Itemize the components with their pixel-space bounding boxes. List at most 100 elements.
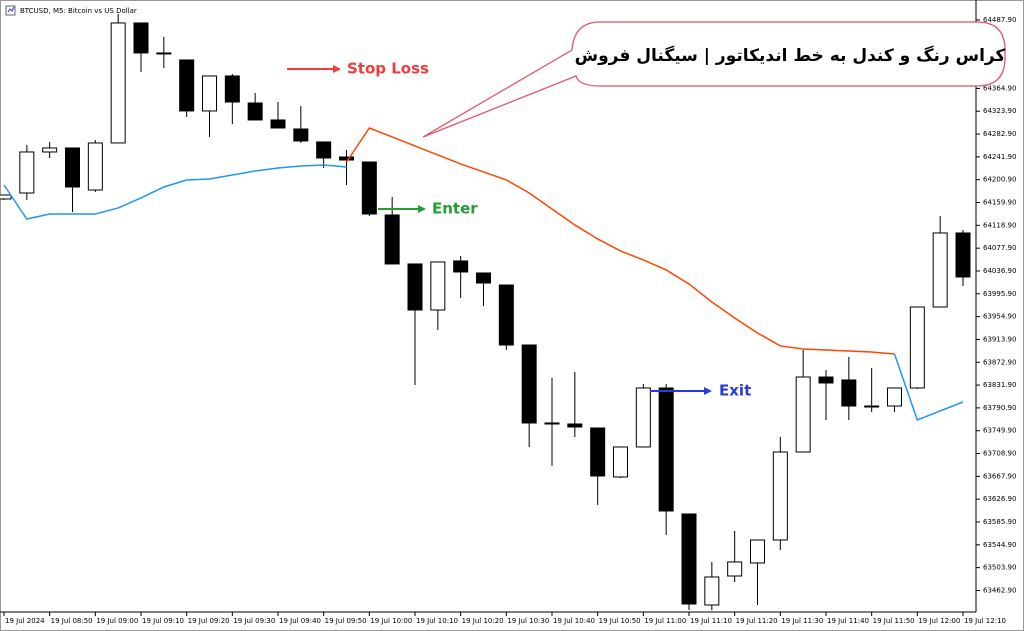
candle-body	[658, 387, 674, 512]
annotation-arrowhead	[333, 65, 341, 73]
y-tick-label: 63790.90	[983, 404, 1016, 412]
x-tick-label: 19 Jul 11:30	[781, 617, 823, 625]
x-tick-label: 19 Jul 10:30	[507, 617, 549, 625]
candle-body	[635, 387, 651, 448]
annotation-arrowhead	[418, 205, 426, 213]
x-tick-label: 19 Jul 10:00	[370, 617, 412, 625]
annotation-label: Exit	[719, 382, 751, 400]
y-tick-label: 64323.90	[983, 107, 1016, 115]
candle-body	[361, 161, 377, 215]
y-tick-label: 63462.90	[983, 586, 1016, 594]
y-tick-label: 64241.90	[983, 153, 1016, 161]
candle-body	[179, 59, 195, 112]
candle-body	[841, 379, 857, 407]
x-tick-label: 19 Jul 09:30	[233, 617, 275, 625]
y-tick-label: 64118.90	[983, 221, 1016, 229]
candle-body	[65, 147, 80, 188]
candle-body	[818, 376, 834, 384]
candle-body	[590, 427, 606, 477]
x-tick-label: 19 Jul 2024	[5, 617, 45, 625]
candle-body	[270, 119, 286, 129]
indicator-line	[345, 127, 895, 355]
x-tick-label: 19 Jul 10:20	[462, 617, 504, 625]
candle-body	[19, 151, 35, 194]
x-tick-label: 19 Jul 09:20	[188, 617, 230, 625]
y-tick-label: 64077.90	[983, 244, 1016, 252]
y-tick-label: 64487.90	[983, 16, 1016, 24]
candle-body	[430, 261, 446, 311]
y-tick-label: 64282.90	[983, 130, 1016, 138]
candle-body	[316, 141, 332, 159]
candle-body	[407, 263, 423, 311]
x-tick-label: 19 Jul 11:00	[644, 617, 686, 625]
x-tick-label: 19 Jul 08:50	[51, 617, 93, 625]
candle-body	[544, 422, 560, 425]
x-tick-label: 19 Jul 10:10	[416, 617, 458, 625]
candle-body	[156, 52, 172, 55]
y-tick-label: 64364.90	[983, 84, 1016, 92]
y-tick-label: 63626.90	[983, 495, 1016, 503]
y-tick-label: 63503.90	[983, 564, 1016, 572]
x-tick-label: 19 Jul 09:10	[142, 617, 184, 625]
header-icon	[5, 5, 16, 16]
plot: 64487.90 64364.90 64323.90 64282.90 64241.90…	[0, 14, 1016, 625]
candle-body	[727, 561, 743, 577]
candle-body	[453, 260, 469, 273]
x-tick-label: 19 Jul 10:40	[553, 617, 595, 625]
y-tick-label: 63872.90	[983, 358, 1016, 366]
x-tick-label: 19 Jul 12:10	[964, 617, 1006, 625]
candle-body	[133, 22, 149, 54]
candle-body	[864, 405, 880, 408]
candle-body	[704, 576, 720, 606]
candle-body	[87, 142, 103, 191]
annotation-label: Stop Loss	[347, 60, 429, 78]
candle-body	[909, 306, 925, 389]
candle-body	[795, 376, 811, 453]
candle-body	[772, 451, 788, 541]
candle-body	[932, 232, 948, 308]
y-tick-label: 63708.90	[983, 450, 1016, 458]
candle-body	[110, 22, 126, 144]
callout: کراس رنگ و کندل به خط اندیکاتور | سیگنال…	[422, 21, 1006, 138]
y-tick-label: 63749.90	[983, 427, 1016, 435]
callout-bubble	[422, 21, 1006, 138]
annotation-arrowhead	[704, 387, 712, 395]
x-tick-label: 19 Jul 11:10	[690, 617, 732, 625]
candle-body	[384, 214, 400, 265]
y-tick-label: 64159.90	[983, 199, 1016, 207]
x-tick-label: 19 Jul 09:00	[96, 617, 138, 625]
candle-body	[681, 513, 697, 605]
x-tick-label: 19 Jul 11:40	[827, 617, 869, 625]
candle-body	[339, 156, 354, 161]
x-tick-label: 19 Jul 10:50	[599, 617, 641, 625]
x-tick-label: 19 Jul 11:20	[736, 617, 778, 625]
indicator-line	[3, 164, 347, 220]
y-tick-label: 63667.90	[983, 472, 1016, 480]
candle-body	[955, 232, 971, 278]
y-tick-label: 63954.90	[983, 313, 1016, 321]
chart-title: BTCUSD, M5: Bitcoin vs US Dollar	[20, 7, 137, 15]
x-tick-label: 19 Jul 11:50	[873, 617, 915, 625]
x-tick-label: 19 Jul 12:00	[918, 617, 960, 625]
x-tick-label: 19 Jul 09:50	[325, 617, 367, 625]
y-tick-label: 63831.90	[983, 381, 1016, 389]
annotation-label: Enter	[432, 200, 478, 218]
y-tick-label: 63995.90	[983, 290, 1016, 298]
candle-body	[202, 75, 217, 112]
y-tick-label: 64036.90	[983, 267, 1016, 275]
candle-body	[887, 387, 902, 407]
callout-text: کراس رنگ و کندل به خط اندیکاتور | سیگنال…	[575, 45, 1006, 66]
candle-body	[498, 284, 514, 346]
candle-body	[0, 194, 12, 200]
y-tick-label: 63544.90	[983, 541, 1016, 549]
candle-body	[42, 147, 58, 153]
y-tick-label: 64200.90	[983, 176, 1016, 184]
candle-body	[567, 423, 583, 428]
candle-body	[613, 446, 628, 478]
candle-body	[293, 128, 309, 142]
candle-body	[750, 539, 765, 564]
header: BTCUSD, M5: Bitcoin vs US Dollar	[5, 5, 137, 16]
y-tick-label: 63585.90	[983, 518, 1016, 526]
candle-body	[247, 102, 263, 121]
